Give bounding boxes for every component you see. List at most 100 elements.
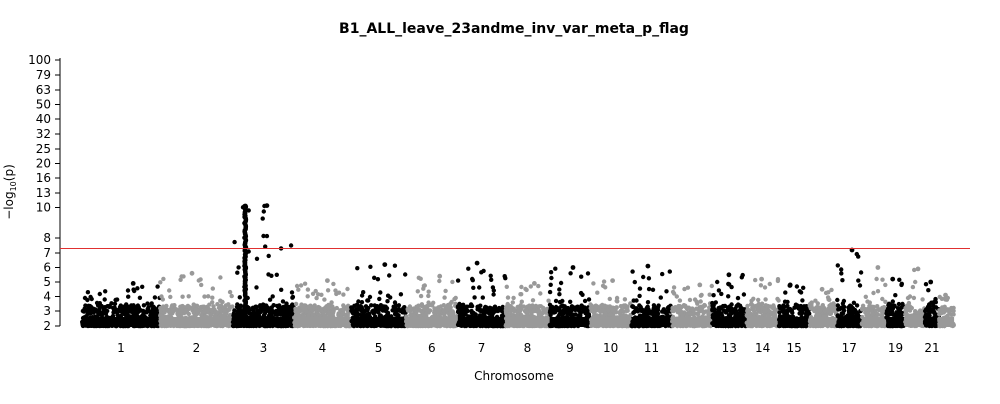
chromosome-9-points [548,265,593,328]
snp-point [537,304,541,308]
snp-point [727,282,731,286]
snp-point [765,304,769,308]
snp-point [749,302,753,306]
snp-point [625,306,629,310]
snp-band [810,317,837,327]
snp-point [235,302,239,306]
snp-point [518,307,522,311]
snp-point [859,270,863,274]
snp-point [378,290,382,294]
snp-point [284,301,288,305]
snp-point [258,309,262,313]
snp-point [261,216,265,220]
snp-point [591,281,595,285]
snp-point [124,302,128,306]
snp-point [826,309,830,313]
snp-point [699,299,703,303]
snp-point [839,267,843,271]
snp-point [290,302,294,306]
snp-point [426,294,430,298]
snp-point [306,294,310,298]
snp-point [227,307,231,311]
snp-point [385,299,389,303]
snp-point [371,309,375,313]
y-axis-label-sub: 10 [9,181,18,191]
snp-point [180,304,184,308]
snp-point [619,304,623,308]
snp-point [800,298,804,302]
snp-point [299,283,303,287]
chromosome-7-points [456,261,508,328]
snp-band [862,317,886,327]
snp-point [466,267,470,271]
snp-point [475,307,479,311]
snp-point [192,302,196,306]
y-tick-label: 6 [43,261,51,275]
snp-point [751,297,755,301]
snp-point [511,300,515,304]
snp-point [255,257,259,261]
snp-point [553,308,557,312]
snp-point [608,312,612,316]
snp-point [432,309,436,313]
snp-point [771,303,775,307]
snp-point [176,312,180,316]
chromosome-8-points [504,281,552,328]
snp-point [480,309,484,313]
snp-point [431,301,435,305]
snp-point [471,278,475,282]
snp-point [138,296,142,300]
snp-point [734,313,738,317]
y-tick-label: 50 [36,98,51,112]
snp-point [356,306,360,310]
snp-point [691,308,695,312]
snp-point [170,304,174,308]
snp-point [366,313,370,317]
y-tick-label: 25 [36,142,51,156]
snp-point [205,308,209,312]
peak-point [131,281,136,286]
peak-point [190,271,195,276]
snp-point [506,295,510,299]
snp-point [360,293,364,297]
snp-point [238,295,242,299]
snp-point [98,301,102,305]
snp-point [647,287,651,291]
snp-point [865,307,869,311]
snp-point [776,298,780,302]
snp-point [195,308,199,312]
snp-point [90,297,94,301]
snp-point [548,310,552,314]
snp-point [376,277,380,281]
peak-point [475,261,480,266]
snp-point [678,298,682,302]
snp-point [631,311,635,315]
snp-point [179,308,183,312]
snp-point [548,303,552,307]
peak-point [610,278,615,283]
chromosome-6-points [404,274,460,328]
snp-point [416,289,420,293]
peak-point [382,262,387,267]
snp-point [753,278,757,282]
y-tick-label: 16 [36,171,51,185]
y-axis-label: −log10(p) [2,164,18,220]
snp-point [439,304,443,308]
snp-point [736,302,740,306]
snp-point [672,291,676,295]
signal-point [243,204,248,209]
snp-point [520,300,524,304]
snp-point [479,270,483,274]
snp-point [564,309,568,313]
snp-point [602,279,606,283]
snp-point [818,309,822,313]
snp-point [161,277,165,281]
snp-point [481,295,485,299]
snp-point [413,308,417,312]
snp-point [760,306,764,310]
snp-point [187,294,191,298]
snp-point [465,305,469,309]
snp-point [633,280,637,284]
snp-point [688,298,692,302]
